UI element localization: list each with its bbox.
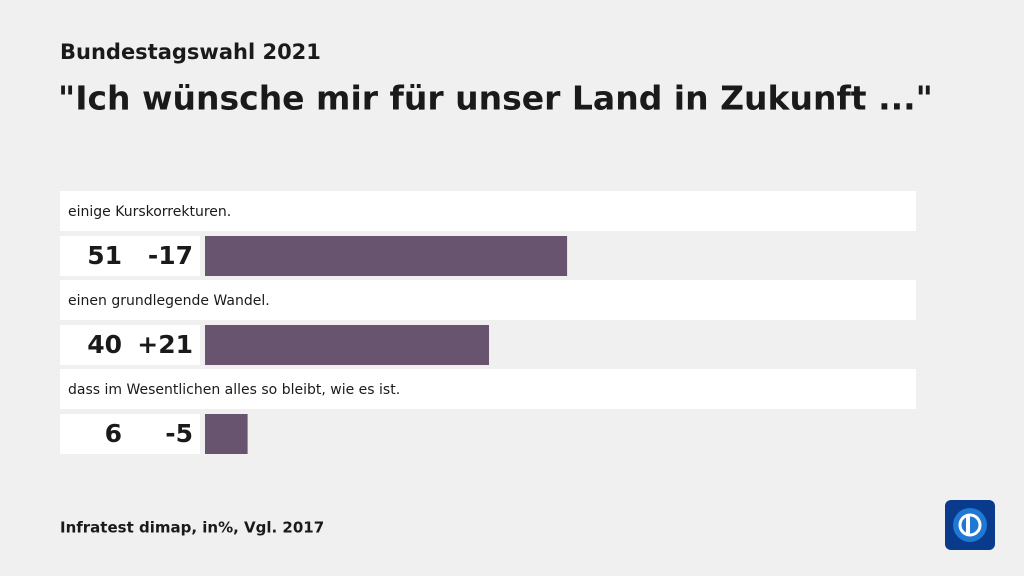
value-label: 40 (87, 330, 122, 359)
category-label: einige Kurskorrekturen. (68, 204, 231, 220)
value-label: 6 (105, 419, 122, 448)
value-label: 51 (87, 241, 122, 270)
bar (205, 236, 568, 276)
category-label: einen grundlegende Wandel. (68, 293, 270, 309)
change-label: +21 (137, 330, 193, 359)
bar (205, 325, 489, 365)
change-label: -17 (148, 241, 193, 270)
label-box (60, 191, 916, 231)
chart-title: "Ich wünsche mir für unser Land in Zukun… (58, 79, 933, 118)
chart-subtitle: Bundestagswahl 2021 (60, 40, 321, 64)
value-box (60, 414, 200, 454)
label-box (60, 369, 916, 409)
value-box (60, 325, 200, 365)
value-box (60, 236, 200, 276)
source: Infratest dimap, in%, Vgl. 2017 (60, 519, 324, 537)
logo (945, 500, 995, 550)
bar (205, 414, 248, 454)
label-box (60, 280, 916, 320)
change-label: -5 (165, 419, 193, 448)
category-label: dass im Wesentlichen alles so bleibt, wi… (68, 382, 400, 398)
